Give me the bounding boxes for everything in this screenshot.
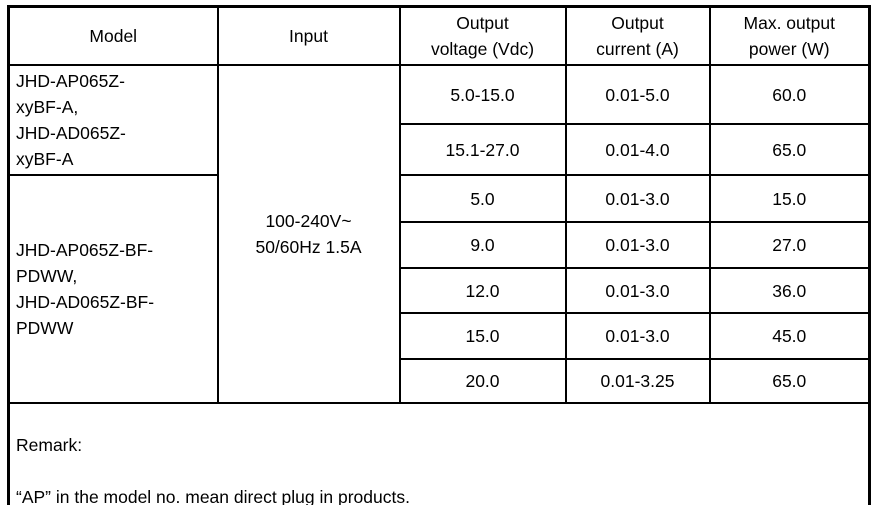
remark-title: Remark: <box>16 435 83 455</box>
output-voltage-cell: 20.0 <box>398 358 567 404</box>
remark-cell: Remark: “AP” in the model no. mean direc… <box>7 402 871 505</box>
output-current-cell: 0.01-3.25 <box>564 358 711 404</box>
column-header-output-voltage: Output voltage (Vdc) <box>398 5 567 66</box>
max-power-cell: 65.0 <box>708 123 871 176</box>
max-power-cell: 36.0 <box>708 267 871 314</box>
output-current-cell: 0.01-3.0 <box>564 174 711 223</box>
column-header-output-current: Output current (A) <box>564 5 711 66</box>
table-row: 15.0 0.01-3.0 45.0 <box>9 312 871 360</box>
max-power-cell: 15.0 <box>708 174 871 223</box>
table-row: 15.1-27.0 0.01-4.0 65.0 <box>9 123 871 176</box>
column-header-input: Input <box>216 5 401 66</box>
output-current-cell: 0.01-3.0 <box>564 267 711 314</box>
output-voltage-cell: 12.0 <box>398 267 567 314</box>
model-group-xybf-cell: JHD-AP065Z- xyBF-A, JHD-AD065Z- xyBF-A <box>7 64 219 176</box>
remark-row: Remark: “AP” in the model no. mean direc… <box>7 402 871 505</box>
max-power-cell: 60.0 <box>708 64 871 125</box>
table-row: JHD-AP065Z-BF- PDWW, JHD-AD065Z-BF- PDWW… <box>7 174 871 404</box>
output-voltage-cell: 5.0 <box>398 174 567 223</box>
header-row: Model Input Output voltage (Vdc) Output … <box>7 5 871 66</box>
output-voltage-cell: 15.1-27.0 <box>398 123 567 176</box>
output-voltage-cell: 9.0 <box>398 221 567 269</box>
output-current-cell: 0.01-4.0 <box>564 123 711 176</box>
output-voltage-cell: 15.0 <box>398 312 567 360</box>
table-row: 12.0 0.01-3.0 36.0 <box>9 267 871 314</box>
output-current-cell: 0.01-3.0 <box>564 312 711 360</box>
max-power-cell: 45.0 <box>708 312 871 360</box>
table-row: JHD-AP065Z- xyBF-A, JHD-AD065Z- xyBF-A 1… <box>7 64 871 404</box>
power-spec-table: Model Input Output voltage (Vdc) Output … <box>7 5 871 505</box>
remark-line-ap: “AP” in the model no. mean direct plug i… <box>16 487 410 505</box>
output-current-cell: 0.01-3.0 <box>564 221 711 269</box>
input-rating-cell: 100-240V~ 50/60Hz 1.5A <box>216 64 401 404</box>
output-current-cell: 0.01-5.0 <box>564 64 711 125</box>
model-group-pdww-cell: JHD-AP065Z-BF- PDWW, JHD-AD065Z-BF- PDWW <box>7 174 219 404</box>
table-row: 9.0 0.01-3.0 27.0 <box>9 221 871 269</box>
output-voltage-cell: 5.0-15.0 <box>398 64 567 125</box>
max-power-cell: 65.0 <box>708 358 871 404</box>
column-header-model: Model <box>7 5 219 66</box>
max-power-cell: 27.0 <box>708 221 871 269</box>
table-row: 20.0 0.01-3.25 65.0 <box>9 358 871 404</box>
column-header-max-output-power: Max. output power (W) <box>708 5 871 66</box>
